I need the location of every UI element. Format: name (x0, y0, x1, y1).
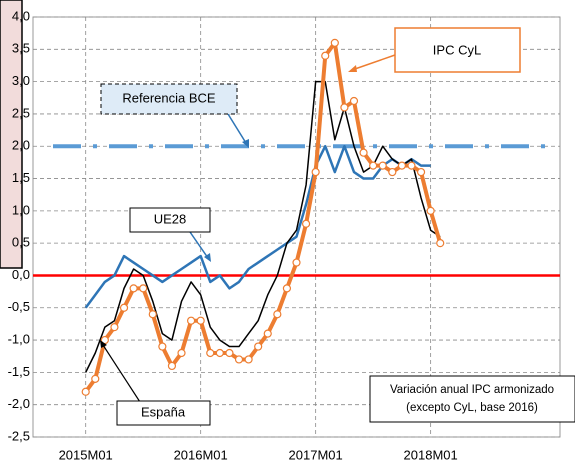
y-tick-label: 1,5 (12, 170, 30, 185)
legend-box (0, 0, 23, 269)
note: (excepto CyL, base 2016) (406, 402, 538, 414)
x-tick-label: 2016M01 (174, 447, 228, 462)
marker (263, 329, 272, 338)
arrow-head (348, 65, 357, 72)
marker (148, 310, 157, 319)
x-tick-label: 2017M01 (289, 447, 343, 462)
marker (234, 355, 244, 364)
marker (321, 51, 330, 60)
marker (311, 167, 320, 177)
marker (359, 148, 368, 157)
x-tick-label: 2015M01 (59, 447, 113, 462)
y-tick-label: 2,5 (12, 105, 30, 120)
marker (416, 167, 426, 177)
note-box (369, 375, 575, 423)
series-line (85, 80, 441, 373)
marker (369, 161, 378, 170)
marker (254, 342, 263, 351)
annotation: Referencia BCE (122, 90, 216, 105)
marker (340, 103, 349, 112)
marker (196, 316, 205, 325)
marker (397, 161, 406, 170)
y-tick-label: 3,5 (12, 41, 30, 56)
marker (330, 38, 339, 47)
annotation-box (394, 27, 521, 73)
arrow (351, 54, 396, 71)
marker (426, 206, 435, 215)
marker (91, 374, 100, 383)
marker (110, 323, 119, 332)
marker (282, 284, 292, 293)
marker (167, 361, 177, 371)
arrow-head (100, 340, 107, 348)
marker (81, 387, 90, 396)
marker (292, 258, 301, 267)
y-tick-label: 0,5 (12, 235, 30, 250)
y-tick-label: -2,0 (8, 396, 30, 411)
marker (244, 355, 253, 364)
y-tick-label: -2,5 (8, 428, 30, 443)
arrow (227, 113, 247, 144)
marker (273, 310, 282, 319)
annotation: España (141, 404, 186, 419)
marker (177, 348, 186, 358)
marker (119, 303, 129, 312)
marker (139, 284, 148, 293)
annotation-box (116, 400, 211, 426)
marker (225, 348, 234, 358)
x-tick-label: 2018M01 (404, 447, 458, 462)
marker (129, 284, 138, 293)
marker (349, 96, 359, 106)
note: Variación anual IPC armonizado (390, 384, 554, 396)
annotation-box (129, 207, 211, 233)
annotation-box (100, 83, 238, 115)
y-tick-label: -0,5 (8, 299, 30, 314)
marker (436, 239, 445, 248)
y-tick-label: 0,0 (12, 267, 30, 282)
arrow-head (204, 253, 211, 262)
marker (388, 167, 397, 177)
y-tick-label: -1,5 (8, 364, 30, 379)
annotation: IPC CyL (433, 42, 481, 57)
marker (206, 348, 215, 358)
arrow (102, 344, 141, 403)
marker (407, 161, 416, 170)
plot-area (32, 16, 561, 438)
marker (187, 316, 196, 325)
arrow (189, 231, 209, 259)
y-tick-label: -1,0 (8, 332, 30, 347)
annotation: UE28 (154, 211, 187, 226)
y-tick-label: 1,0 (12, 202, 30, 217)
y-tick-label: 3,0 (12, 73, 30, 88)
marker (378, 161, 387, 170)
series-line (84, 144, 431, 309)
marker (301, 219, 311, 228)
marker (158, 342, 167, 351)
arrow-head (242, 139, 249, 148)
marker (215, 348, 224, 358)
y-tick-label: 2,0 (12, 138, 30, 153)
y-tick-label: 4,0 (12, 8, 30, 23)
